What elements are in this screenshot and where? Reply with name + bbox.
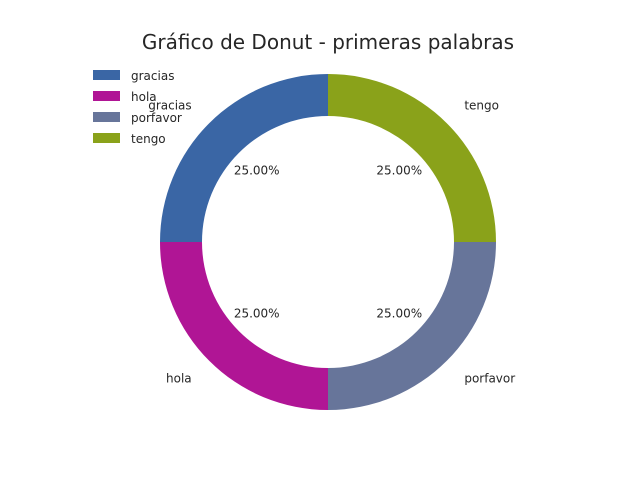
slice-tengo: [328, 74, 496, 242]
legend: gracias hola porfavor tengo: [93, 69, 182, 146]
legend-swatch-porfavor: [93, 112, 120, 122]
category-label-hola: hola: [166, 371, 192, 385]
chart-title: Gráfico de Donut - primeras palabras: [142, 30, 514, 54]
legend-swatch-hola: [93, 91, 120, 101]
percent-label-hola: 25.00%: [234, 306, 280, 320]
slices-group: [160, 74, 496, 410]
legend-label-porfavor: porfavor: [131, 111, 182, 125]
percent-label-gracias: 25.00%: [234, 164, 280, 178]
percent-label-tengo: 25.00%: [376, 164, 422, 178]
slice-hola: [160, 242, 328, 410]
slice-porfavor: [328, 242, 496, 410]
category-label-gracias: gracias: [148, 99, 191, 113]
legend-label-gracias: gracias: [131, 69, 174, 83]
legend-label-hola: hola: [131, 90, 157, 104]
legend-swatch-gracias: [93, 70, 120, 80]
category-label-tengo: tengo: [464, 99, 499, 113]
labels-group: gracias 25.00% hola 25.00% porfavor 25.00% ten…: [148, 99, 515, 386]
legend-label-tengo: tengo: [131, 132, 166, 146]
category-label-porfavor: porfavor: [464, 371, 515, 385]
slice-gracias: [160, 74, 328, 242]
percent-label-porfavor: 25.00%: [376, 306, 422, 320]
legend-swatch-tengo: [93, 133, 120, 143]
